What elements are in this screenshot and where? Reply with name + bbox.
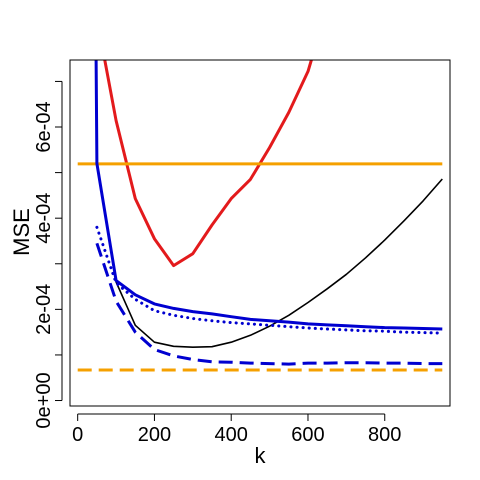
series-layer (77, 60, 444, 372)
x-axis-title: k (255, 443, 267, 468)
y-tick-label: 6e-04 (33, 101, 55, 152)
series-line-5 (94, 60, 443, 331)
x-tick-label: 200 (138, 424, 171, 446)
y-axis-title: MSE (9, 208, 34, 256)
y-tick-label: 2e-04 (33, 284, 55, 335)
x-tick-label: 400 (215, 424, 248, 446)
series-line-1 (103, 60, 313, 268)
series-line-7 (95, 242, 443, 366)
x-tick-label: 600 (291, 424, 324, 446)
y-tick-label: 4e-04 (33, 193, 55, 244)
plot-frame (69, 59, 451, 407)
series-line-4 (96, 163, 443, 348)
y-axis: 0e+00 2e-04 4e-04 6e-04 (33, 80, 63, 429)
series-line-6 (95, 225, 444, 335)
x-axis: 0 200 400 600 800 (72, 413, 401, 446)
x-tick-label: 800 (368, 424, 401, 446)
x-tick-label: 0 (72, 424, 83, 446)
y-tick-label: 0e+00 (33, 372, 55, 428)
